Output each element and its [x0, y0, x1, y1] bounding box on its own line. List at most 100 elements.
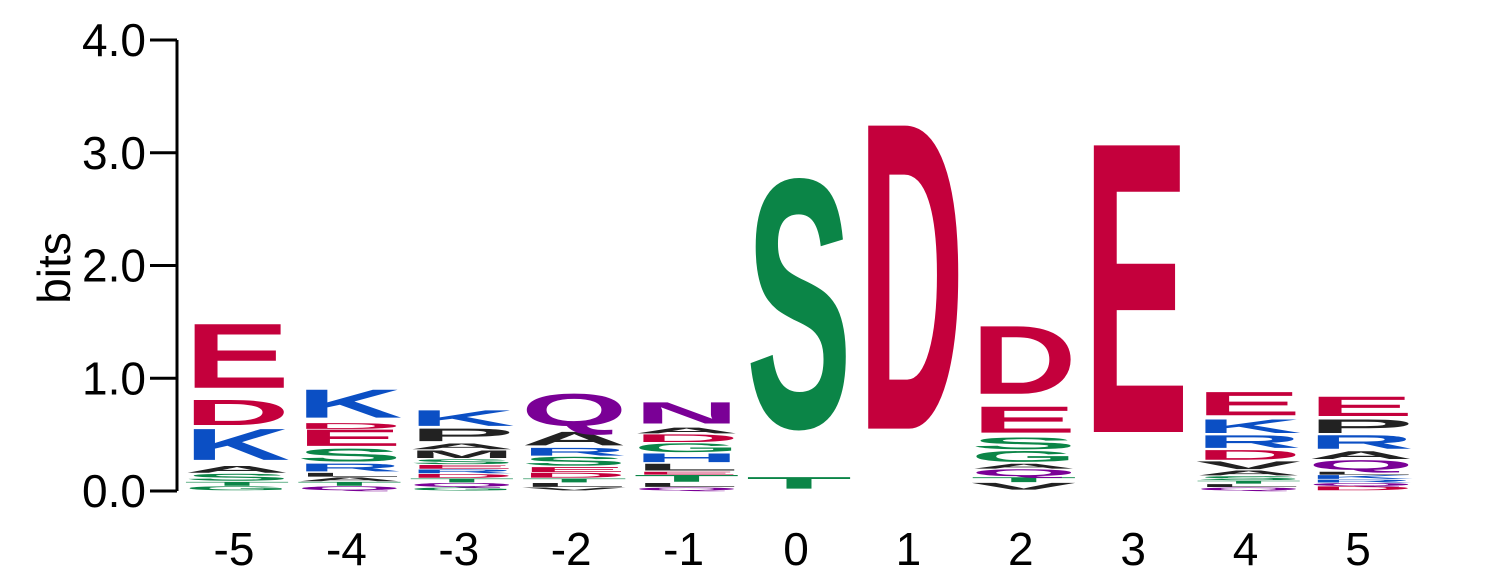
logo-letter: A [521, 428, 627, 450]
y-tick-label: 4.0 [82, 14, 146, 66]
logo-letter: A [1308, 449, 1414, 461]
logo-letter: K [409, 406, 515, 431]
logo-letter: D [971, 306, 1077, 415]
logo-letter: T [409, 477, 515, 483]
logo-letter: D [1196, 447, 1302, 463]
logo-letter: Q [1196, 487, 1302, 492]
logo-letter: R [296, 461, 402, 473]
letter-stacks: GTSAKDEQTALRSEDKGQTDRESMAPKVLTDESRAQQLTE… [184, 30, 1414, 522]
logo-letter: G [634, 441, 740, 455]
x-position-label: -3 [438, 523, 479, 575]
x-position-label: 4 [1233, 523, 1259, 575]
logo-letter: E [1083, 55, 1189, 520]
logo-letter: R [409, 468, 515, 474]
logo-letter: A [971, 462, 1077, 470]
logo-letter: E [409, 464, 515, 470]
logo-letter: K [296, 381, 402, 426]
logo-letter: A [1196, 469, 1302, 477]
logo-letter: E [634, 471, 740, 476]
logo-letter: A [296, 476, 402, 482]
logo-letter: S [521, 454, 627, 468]
y-tick-label: 3.0 [82, 127, 146, 179]
logo-letter: Q [409, 482, 515, 488]
logo-letter: D [1308, 485, 1414, 491]
logo-letter: G [971, 448, 1077, 465]
logo-letter: E [971, 399, 1077, 441]
logo-letter: L [1196, 483, 1302, 488]
logo-letter: T [521, 477, 627, 483]
logo-letter: E [296, 425, 402, 452]
y-axis-title: bits [28, 232, 80, 304]
logo-letter: K [1308, 474, 1414, 480]
logo-letter: R [521, 446, 627, 458]
position-stack: TS [746, 105, 852, 503]
x-position-label: 5 [1345, 523, 1371, 575]
logo-letter: Q [1308, 457, 1414, 473]
logo-letter: A [409, 442, 515, 451]
logo-letter: M [409, 448, 515, 461]
y-axis: 0.0 1.0 2.0 3.0 4.0 bits [28, 14, 179, 517]
logo-letter: L [1308, 471, 1414, 476]
logo-letter: S [296, 445, 402, 465]
logo-letter: P [409, 425, 515, 445]
logo-letter: T [634, 473, 740, 484]
x-position-label: 3 [1120, 523, 1146, 575]
position-stack: D [858, 30, 964, 522]
y-tick-label: 1.0 [82, 352, 146, 404]
logo-letter: T [746, 474, 852, 493]
x-position-label: 0 [783, 523, 809, 575]
logo-letter: R [1196, 431, 1302, 451]
logo-letter: Q [971, 467, 1077, 478]
logo-letter: E [1308, 391, 1414, 422]
logo-letter: R [1308, 479, 1414, 484]
x-position-label: -5 [214, 523, 255, 575]
logo-letter: K [184, 419, 290, 469]
logo-letter: L [634, 462, 740, 473]
logo-letter: D [296, 421, 402, 430]
logo-letter: D [521, 471, 627, 479]
y-ticks: 0.0 1.0 2.0 3.0 4.0 [82, 14, 177, 517]
logo-letter: S [746, 105, 852, 503]
logo-letter: K [1196, 415, 1302, 437]
logo-letter: A [184, 464, 290, 475]
x-position-label: -2 [551, 523, 592, 575]
x-position-label: 1 [896, 523, 922, 575]
position-stack: E [1083, 55, 1189, 520]
logo-letter: R [1308, 431, 1414, 453]
logo-letter: T [184, 481, 290, 487]
x-position-label: 2 [1008, 523, 1034, 575]
logo-letter: S [409, 458, 515, 466]
logo-letter: G [184, 485, 290, 491]
logo-letter: N [634, 396, 740, 430]
logo-letter: T [1196, 480, 1302, 485]
logo-letter: A [634, 426, 740, 435]
logo-letter: L [296, 472, 402, 478]
logo-letter: Q [1308, 482, 1414, 487]
x-position-labels: -5 -4 -3 -2 -1 0 1 2 3 4 5 [214, 523, 1371, 575]
logo-letter: D [184, 392, 290, 433]
logo-letter: Q [521, 384, 627, 436]
logo-letter: D [409, 473, 515, 479]
logo-letter: L [521, 482, 627, 488]
logo-letter: S [971, 434, 1077, 453]
logo-letter: E [521, 466, 627, 474]
logo-letter: L [634, 482, 740, 488]
logo-letter: E [1196, 385, 1302, 422]
logo-letter: V [521, 487, 627, 492]
logo-letter: P [1308, 415, 1414, 437]
logo-letter: S [184, 472, 290, 483]
logo-letter: H [634, 451, 740, 465]
x-position-label: -4 [326, 523, 367, 575]
logo-letter: S [1196, 475, 1302, 481]
logo-letter: Q [296, 485, 402, 491]
logo-letter: D [634, 432, 740, 444]
